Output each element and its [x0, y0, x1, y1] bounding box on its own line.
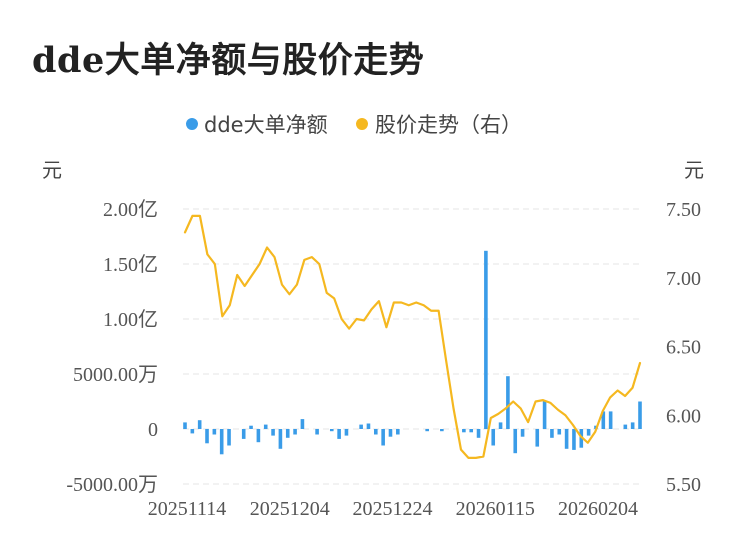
dde-bar: [337, 429, 341, 439]
dde-bar: [498, 422, 503, 429]
dde-bar: [513, 429, 518, 454]
x-axis-ticks: 20251114 20251204 20251224 20260115 20260204: [148, 498, 638, 520]
dde-bar: [381, 429, 385, 446]
dde-bar: [630, 422, 635, 429]
dde-bar: [506, 376, 510, 429]
dde-bar: [241, 429, 246, 439]
legend-marker-price: [356, 118, 368, 130]
dde-bar: [469, 429, 474, 433]
dde-bar: [462, 429, 466, 433]
dde-bar: [396, 429, 400, 435]
x-tick-label: 20251224: [352, 498, 432, 520]
right-tick-label: 7.00: [666, 268, 701, 290]
left-axis-unit: 元: [42, 158, 62, 182]
left-tick-label: 1.00亿: [103, 308, 158, 331]
dde-bar: [285, 429, 290, 438]
dde-bar: [359, 424, 363, 429]
left-tick-label: -5000.00万: [66, 474, 158, 496]
legend-label-price: 股价走势（右）: [375, 113, 522, 137]
left-tick-label: 1.50亿: [103, 253, 158, 276]
legend-marker-dde: [186, 118, 198, 130]
right-tick-label: 6.00: [666, 405, 701, 427]
dde-bar: [520, 429, 525, 437]
chart-title: dde大单净额与股价走势: [32, 40, 425, 81]
dde-bar: [638, 401, 642, 429]
dde-bar: [476, 429, 481, 438]
dde-bar: [256, 429, 261, 443]
dde-bar: [374, 429, 378, 435]
dde-bar: [183, 422, 187, 429]
dde-bar: [425, 429, 429, 432]
bars: [183, 250, 642, 455]
x-tick-label: 20260115: [456, 498, 535, 520]
dde-bar: [293, 429, 297, 435]
dde-bar: [623, 424, 628, 429]
right-tick-label: 5.50: [666, 474, 701, 496]
dde-bar: [535, 429, 540, 447]
right-tick-label: 7.50: [666, 199, 701, 221]
dde-bar: [366, 423, 371, 429]
dde-bar: [608, 411, 613, 429]
left-tick-label: 5000.00万: [73, 364, 158, 386]
x-tick-label: 20260204: [558, 498, 638, 520]
dde-bar: [550, 429, 554, 438]
price-line: [183, 214, 642, 459]
right-axis-unit: 元: [684, 158, 704, 182]
right-tick-label: 6.50: [666, 337, 701, 359]
left-tick-label: 2.00亿: [103, 198, 158, 221]
x-tick-label: 20251114: [148, 498, 227, 520]
price-line-group: [183, 214, 642, 459]
dde-bar: [315, 429, 319, 435]
x-tick-label: 20251204: [250, 498, 330, 520]
legend: dde大单净额 股价走势（右）: [186, 113, 522, 137]
dde-bar: [190, 429, 195, 434]
dde-bar: [542, 400, 547, 429]
dde-bar: [197, 420, 202, 429]
legend-label-dde: dde大单净额: [204, 113, 328, 137]
dde-bar: [271, 429, 275, 436]
dde-bar: [491, 429, 496, 446]
dde-bar: [205, 429, 209, 444]
dde-bar: [344, 429, 349, 436]
dde-bar: [227, 429, 231, 446]
dde-bar: [586, 429, 591, 436]
dde-bar: [212, 429, 217, 435]
dde-bar: [388, 429, 393, 437]
dde-bar: [263, 424, 268, 429]
dde-bar: [579, 429, 584, 448]
dde-bar: [278, 429, 283, 449]
dde-bar: [219, 429, 224, 455]
dde-bar: [484, 250, 488, 429]
dde-bar: [572, 429, 576, 450]
dde-bar: [440, 429, 444, 432]
dde-bar: [557, 429, 562, 435]
left-axis-ticks: -5000.00万 0 5000.00万 1.00亿 1.50亿 2.00亿: [66, 198, 158, 496]
dde-bar: [601, 411, 606, 429]
right-axis-ticks: 5.50 6.00 6.50 7.00 7.50: [666, 199, 701, 496]
left-tick-label: 0: [148, 419, 158, 441]
dde-bar: [564, 429, 569, 449]
dde-bar: [329, 429, 334, 432]
dde-bar: [249, 425, 253, 429]
dde-bar: [300, 419, 305, 429]
